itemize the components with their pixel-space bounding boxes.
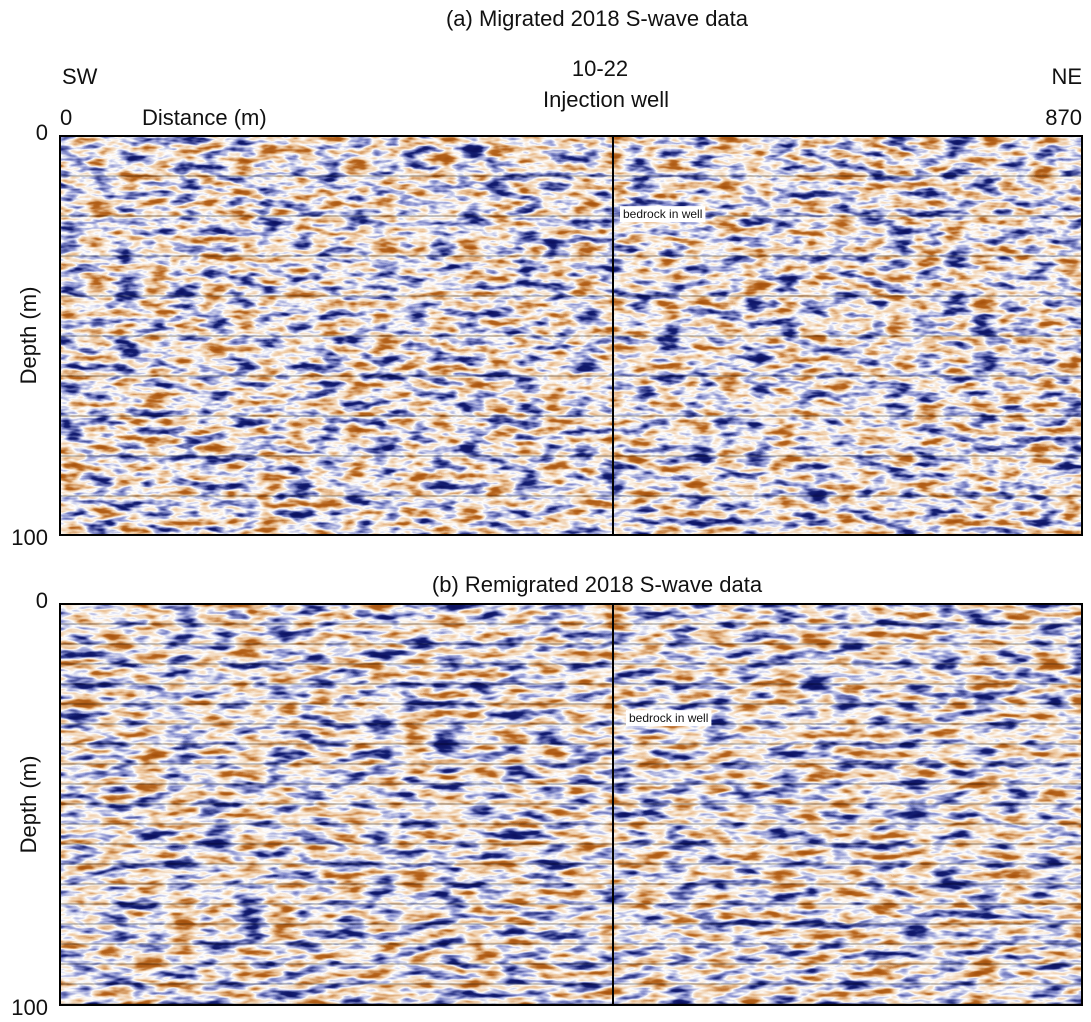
y-top-label: 0 xyxy=(36,588,48,613)
annotation: bedrock in well xyxy=(623,207,702,221)
seismic-image xyxy=(60,136,1082,535)
annotation-box xyxy=(626,710,712,727)
y-bottom-label: 100 xyxy=(11,995,48,1017)
x-max-label: 870 xyxy=(1045,105,1082,130)
well-label: Injection well xyxy=(543,87,669,112)
y-bottom-label: 100 xyxy=(11,525,48,550)
well-name: 10-22 xyxy=(572,56,628,81)
panel-title: (b) Remigrated 2018 S-wave data xyxy=(432,572,763,597)
x-min-label: 0 xyxy=(60,105,72,130)
panel-frame xyxy=(59,135,1083,536)
y-top-label: 0 xyxy=(36,120,48,145)
ne-label: NE xyxy=(1051,64,1082,89)
annotation: bedrock in well xyxy=(629,711,708,725)
y-axis-label: Depth (m) xyxy=(16,756,41,854)
x-axis-label: Distance (m) xyxy=(142,105,267,130)
panel-frame xyxy=(59,603,1083,1006)
seismic-image xyxy=(60,604,1082,1005)
y-axis-label: Depth (m) xyxy=(16,287,41,385)
panel-title: (a) Migrated 2018 S-wave data xyxy=(446,6,749,31)
sw-label: SW xyxy=(62,64,98,89)
annotation-box xyxy=(620,206,706,223)
